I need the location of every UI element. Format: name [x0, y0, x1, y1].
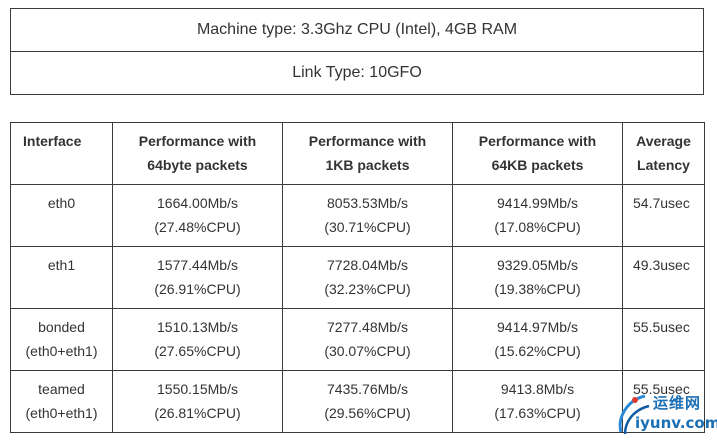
- header-perf-1kb: Performance with 1KB packets: [282, 122, 453, 185]
- header-latency: Average Latency: [622, 122, 705, 185]
- cell-line: 1577.44Mb/s: [157, 257, 238, 273]
- header-line: Latency: [637, 157, 690, 173]
- header-interface: Interface: [10, 122, 113, 185]
- cell-line: 7728.04Mb/s: [327, 257, 408, 273]
- table-row: eth0 1664.00Mb/s (27.48%CPU) 8053.53Mb/s…: [10, 184, 705, 247]
- header-line: 64KB packets: [491, 157, 584, 173]
- cell-interface: bonded (eth0+eth1): [10, 308, 113, 371]
- link-type-row: Link Type: 10GFO: [11, 51, 703, 94]
- cell-line: (30.71%CPU): [324, 219, 411, 235]
- cell-interface: eth1: [10, 246, 113, 309]
- cell-line: (15.62%CPU): [494, 343, 581, 359]
- cell-line: (27.48%CPU): [154, 219, 241, 235]
- cell-line: 1664.00Mb/s: [157, 195, 238, 211]
- cell-line: 1550.15Mb/s: [157, 381, 238, 397]
- info-box: Machine type: 3.3Ghz CPU (Intel), 4GB RA…: [10, 8, 704, 95]
- cell-perf-64byte: 1577.44Mb/s (26.91%CPU): [112, 246, 283, 309]
- cell-perf-1kb: 7277.48Mb/s (30.07%CPU): [282, 308, 453, 371]
- cell-perf-64byte: 1510.13Mb/s (27.65%CPU): [112, 308, 283, 371]
- cell-line: (17.63%CPU): [494, 405, 581, 421]
- watermark-text-bottom: iyunv.com: [635, 414, 717, 432]
- header-perf-64kb: Performance with 64KB packets: [452, 122, 623, 185]
- cell-line: (eth0+eth1): [25, 343, 98, 359]
- cell-perf-1kb: 7435.76Mb/s (29.56%CPU): [282, 370, 453, 433]
- cell-latency: 49.3usec: [622, 246, 705, 309]
- cell-line: 55.5usec: [633, 381, 690, 397]
- watermark-logo: 运维网 iyunv.com: [615, 388, 717, 438]
- header-line: Performance with: [478, 133, 597, 149]
- cell-line: eth1: [47, 257, 76, 273]
- cell-line: 1510.13Mb/s: [157, 319, 238, 335]
- table-row: bonded (eth0+eth1) 1510.13Mb/s (27.65%CP…: [10, 308, 705, 371]
- cell-perf-64byte: 1550.15Mb/s (26.81%CPU): [112, 370, 283, 433]
- cell-perf-64kb: 9329.05Mb/s (19.38%CPU): [452, 246, 623, 309]
- table-row: teamed (eth0+eth1) 1550.15Mb/s (26.81%CP…: [10, 370, 705, 433]
- cell-line: 54.7usec: [633, 195, 690, 211]
- cell-line: (30.07%CPU): [324, 343, 411, 359]
- cell-line: 8053.53Mb/s: [327, 195, 408, 211]
- cell-line: (32.23%CPU): [324, 281, 411, 297]
- header-line: Interface: [23, 133, 82, 149]
- cell-line: 9414.97Mb/s: [497, 319, 578, 335]
- header-line: Performance with: [138, 133, 257, 149]
- cell-line: (17.08%CPU): [494, 219, 581, 235]
- cell-line: 55.5usec: [633, 319, 690, 335]
- table-row: eth1 1577.44Mb/s (26.91%CPU) 7728.04Mb/s…: [10, 246, 705, 309]
- cell-perf-64kb: 9414.97Mb/s (15.62%CPU): [452, 308, 623, 371]
- cell-perf-1kb: 8053.53Mb/s (30.71%CPU): [282, 184, 453, 247]
- cell-interface: teamed (eth0+eth1): [10, 370, 113, 433]
- cell-perf-1kb: 7728.04Mb/s (32.23%CPU): [282, 246, 453, 309]
- cell-latency: 55.5usec: [622, 308, 705, 371]
- machine-type-text: Machine type: 3.3Ghz CPU (Intel), 4GB RA…: [196, 21, 518, 38]
- link-type-text: Link Type: 10GFO: [292, 64, 422, 81]
- cell-interface: eth0: [10, 184, 113, 247]
- cell-line: (26.81%CPU): [154, 405, 241, 421]
- cell-perf-64byte: 1664.00Mb/s (27.48%CPU): [112, 184, 283, 247]
- cell-line: (27.65%CPU): [154, 343, 241, 359]
- cell-line: teamed: [38, 381, 85, 397]
- cell-line: (26.91%CPU): [154, 281, 241, 297]
- header-line: Average: [636, 133, 691, 149]
- cell-line: 7435.76Mb/s: [327, 381, 408, 397]
- cell-line: 9329.05Mb/s: [497, 257, 578, 273]
- cell-line: eth0: [47, 195, 76, 211]
- cell-line: (19.38%CPU): [494, 281, 581, 297]
- cell-latency: 54.7usec: [622, 184, 705, 247]
- performance-table: Interface Performance with 64byte packet…: [10, 122, 705, 433]
- cell-line: bonded: [38, 319, 85, 335]
- cell-line: (29.56%CPU): [324, 405, 411, 421]
- watermark-text-top: 运维网: [653, 394, 702, 412]
- header-line: 64byte packets: [147, 157, 248, 173]
- cell-line: 7277.48Mb/s: [327, 319, 408, 335]
- cell-line: (eth0+eth1): [25, 405, 98, 421]
- header-line: Performance with: [308, 133, 427, 149]
- cell-perf-64kb: 9413.8Mb/s (17.63%CPU): [452, 370, 623, 433]
- cell-line: 9414.99Mb/s: [497, 195, 578, 211]
- table-header-row: Interface Performance with 64byte packet…: [10, 122, 705, 185]
- cell-perf-64kb: 9414.99Mb/s (17.08%CPU): [452, 184, 623, 247]
- logo-swirl-icon: [618, 394, 650, 435]
- cell-line: 9413.8Mb/s: [500, 381, 575, 397]
- header-line: 1KB packets: [325, 157, 410, 173]
- header-perf-64byte: Performance with 64byte packets: [112, 122, 283, 185]
- cell-line: 49.3usec: [633, 257, 690, 273]
- machine-type-row: Machine type: 3.3Ghz CPU (Intel), 4GB RA…: [11, 9, 703, 51]
